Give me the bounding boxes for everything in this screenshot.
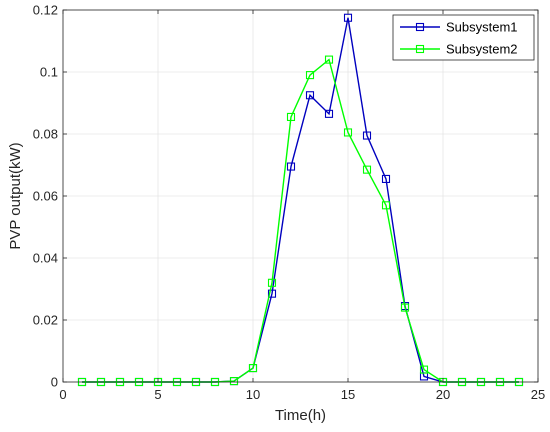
y-tick-label: 0 [51,375,58,390]
data-point [305,71,315,80]
data-point [248,363,258,373]
legend-marker-subsystem1 [415,22,425,32]
grid [62,9,539,383]
y-tick-label: 0.1 [40,65,58,80]
data-point [419,365,429,374]
data-point [400,303,410,312]
x-tick-label: 0 [59,387,66,402]
data-point [286,162,296,171]
data-point [324,109,334,118]
y-tick-label: 0.06 [33,189,58,204]
data-point [324,55,334,64]
data-point [381,174,391,183]
data-point [381,201,391,210]
x-tick-label: 25 [531,387,545,402]
x-tick-label: 20 [436,387,450,402]
y-tick-label: 0.04 [33,251,58,266]
data-point [286,112,296,121]
data-point [267,278,277,287]
y-axis-title: PVP output(kW) [7,142,24,249]
data-point [229,377,239,386]
data-point [362,165,372,174]
y-tick-label: 0.02 [33,313,58,328]
y-tick-label: 0.08 [33,127,58,142]
legend-label-subsystem1: Subsystem1 [446,20,518,35]
data-point [343,128,353,137]
x-axis-title: Time(h) [275,407,326,424]
data-point [343,13,353,22]
data-point [305,91,315,100]
x-tick-label: 5 [154,387,161,402]
data-point [362,131,372,140]
legend: Subsystem1 Subsystem2 [392,14,535,61]
x-tick-label: 15 [341,387,355,402]
y-tick-label: 0.12 [33,3,58,18]
x-tick-label: 10 [246,387,260,402]
legend-marker-subsystem2 [415,44,425,54]
data-point [267,289,277,298]
legend-label-subsystem2: Subsystem2 [446,42,518,57]
ticks: 0 5 10 15 20 25 0 0.02 0.04 0.06 0.08 0.1 0.12 [33,3,546,403]
